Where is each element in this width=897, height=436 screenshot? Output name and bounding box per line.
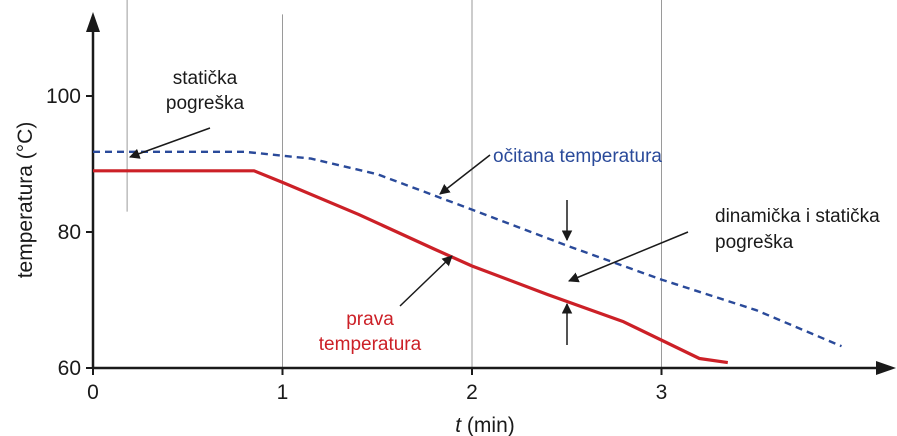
annotation-measured: očitana temperatura bbox=[493, 146, 662, 167]
true-temp-arrow bbox=[399, 255, 453, 307]
dynamic-error-arrow bbox=[568, 231, 689, 283]
gridlines bbox=[126, 0, 662, 368]
x-axis-label-unit: (min) bbox=[461, 414, 515, 436]
x-tick-label: 3 bbox=[656, 381, 668, 404]
annotation-dynamic-error-line1: dinamička i statička bbox=[715, 206, 880, 227]
annotation-true-temp-line2: temperatura bbox=[319, 334, 422, 355]
annotation-static-error-line2: pogreška bbox=[166, 93, 245, 114]
x-tick-label: 0 bbox=[87, 381, 99, 404]
x-axis-label-var: t bbox=[455, 414, 462, 436]
x-axis-label: t (min) bbox=[455, 414, 515, 436]
y-tick-label: 60 bbox=[58, 357, 81, 380]
static-error-arrow bbox=[129, 127, 211, 159]
series bbox=[93, 150, 842, 365]
x-tick-label: 2 bbox=[466, 381, 478, 404]
measured-arrow bbox=[439, 154, 491, 195]
x-tick-label: 1 bbox=[277, 381, 289, 404]
y-tick-label: 80 bbox=[58, 221, 81, 244]
y-axis-label: temperatura (°C) bbox=[14, 122, 37, 279]
annotation-true-temp-line1: prava bbox=[346, 309, 394, 330]
x-axis-arrow-icon bbox=[876, 361, 896, 375]
annotation-dynamic-error-line2: pogreška bbox=[715, 232, 794, 253]
annotation-static-error-line1: statička bbox=[173, 68, 238, 89]
y-axis-arrow-icon bbox=[86, 12, 100, 32]
series-line-measured bbox=[93, 150, 842, 348]
y-tick-label: 100 bbox=[46, 85, 81, 108]
series-line-true bbox=[93, 169, 729, 365]
ticks: 0 1 2 3 60 80 100 bbox=[46, 85, 667, 404]
